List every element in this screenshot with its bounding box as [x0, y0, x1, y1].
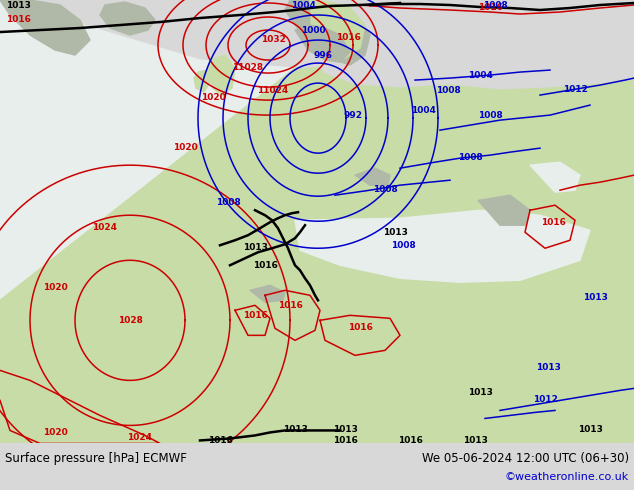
Polygon shape	[355, 168, 390, 185]
Text: 1013: 1013	[467, 389, 493, 397]
Text: 1008: 1008	[436, 86, 460, 95]
Text: 11028: 11028	[233, 63, 264, 72]
Text: 11024: 11024	[257, 86, 288, 95]
Polygon shape	[0, 0, 295, 443]
Text: 1024: 1024	[93, 223, 117, 232]
Text: 1013: 1013	[536, 364, 560, 372]
Text: 1016: 1016	[477, 3, 502, 12]
Text: 1008: 1008	[391, 241, 415, 250]
Text: 1008: 1008	[477, 111, 502, 120]
Polygon shape	[530, 162, 580, 192]
Text: 1013: 1013	[382, 228, 408, 237]
Polygon shape	[100, 2, 155, 35]
Text: 992: 992	[344, 111, 363, 120]
Polygon shape	[478, 195, 530, 225]
Text: 1016: 1016	[207, 437, 233, 445]
Text: 1020: 1020	[172, 143, 197, 152]
Polygon shape	[207, 55, 235, 95]
Text: 1016: 1016	[398, 437, 422, 445]
Text: 1008: 1008	[216, 198, 240, 207]
Polygon shape	[305, 68, 328, 90]
Text: 1004: 1004	[467, 71, 493, 80]
Text: 1013: 1013	[283, 425, 307, 435]
Text: 1008: 1008	[482, 1, 507, 10]
Polygon shape	[285, 0, 370, 65]
Polygon shape	[310, 0, 365, 58]
Polygon shape	[175, 290, 295, 416]
Text: 1016: 1016	[347, 323, 372, 332]
Text: ©weatheronline.co.uk: ©weatheronline.co.uk	[505, 472, 629, 482]
Text: 1013: 1013	[463, 437, 488, 445]
Text: 1013: 1013	[243, 243, 268, 252]
Text: 1013: 1013	[333, 425, 358, 435]
Text: 996: 996	[313, 51, 332, 60]
Text: 1016: 1016	[278, 301, 302, 310]
Text: 1016: 1016	[541, 218, 566, 227]
Polygon shape	[250, 285, 285, 302]
Text: 1013: 1013	[6, 1, 30, 10]
Text: 1004: 1004	[290, 1, 316, 10]
Polygon shape	[295, 25, 350, 62]
Text: 1024: 1024	[127, 434, 153, 442]
Text: Surface pressure [hPa] ECMWF: Surface pressure [hPa] ECMWF	[5, 452, 187, 465]
Text: 1012: 1012	[533, 395, 557, 404]
Text: 1004: 1004	[411, 106, 436, 115]
Text: 1016: 1016	[6, 15, 30, 24]
Text: We 05-06-2024 12:00 UTC (06+30): We 05-06-2024 12:00 UTC (06+30)	[422, 452, 629, 465]
Text: 1013: 1013	[578, 425, 602, 435]
Polygon shape	[0, 68, 634, 443]
Text: 1020: 1020	[42, 428, 67, 438]
Text: 1000: 1000	[301, 26, 325, 35]
Text: 1020: 1020	[200, 93, 225, 102]
Text: 1013: 1013	[583, 294, 607, 302]
Text: 1020: 1020	[42, 283, 67, 293]
Text: 1032: 1032	[261, 35, 285, 44]
Text: 1008: 1008	[373, 185, 398, 194]
Text: 1016: 1016	[335, 33, 361, 42]
Text: 1012: 1012	[562, 85, 588, 94]
Text: 1028: 1028	[117, 316, 143, 325]
Polygon shape	[194, 70, 210, 92]
Text: 1016: 1016	[243, 311, 268, 320]
Text: 1016: 1016	[252, 261, 278, 270]
Polygon shape	[0, 0, 90, 55]
Text: 1016: 1016	[333, 437, 358, 445]
Text: 1008: 1008	[458, 153, 482, 162]
Polygon shape	[295, 210, 590, 282]
